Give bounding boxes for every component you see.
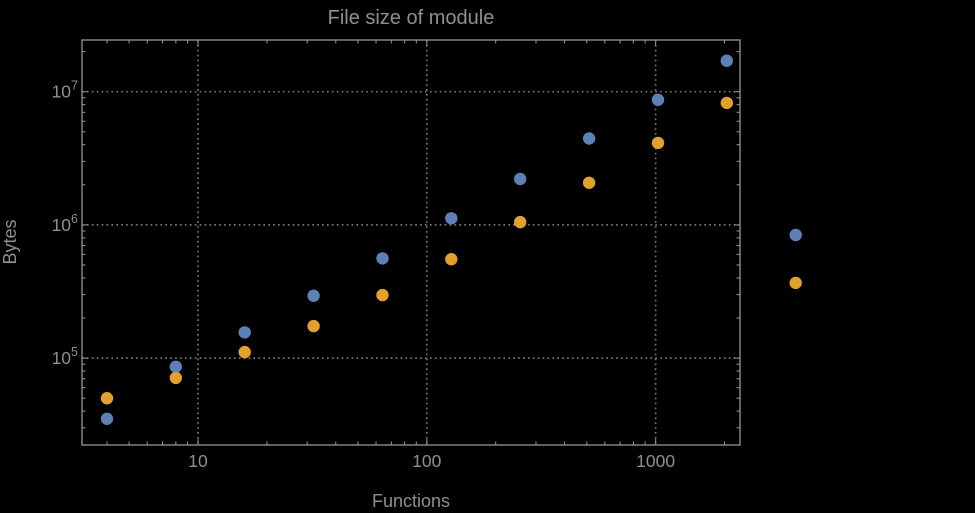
data-point-series-1-blue: [514, 172, 527, 186]
x-tick-labels: 10 100 1000: [188, 451, 675, 471]
chart-title: File size of module: [328, 7, 495, 29]
data-point-series-2-orange: [376, 288, 389, 302]
data-point-series-1-blue: [720, 54, 733, 67]
data-points: [100, 54, 802, 425]
data-point-series-2-orange: [789, 276, 802, 290]
data-point-series-1-blue: [307, 289, 320, 302]
data-point-series-2-orange: [651, 136, 665, 150]
y-tick-label: 105: [52, 345, 78, 368]
x-axis-label: Functions: [372, 491, 450, 511]
data-point-series-1-blue: [376, 252, 389, 265]
data-point-series-1-blue: [169, 360, 182, 373]
x-tick-label: 10: [188, 451, 208, 471]
data-point-series-2-orange: [100, 392, 114, 405]
y-tick-label: 106: [52, 212, 78, 235]
axis-ticks: [82, 40, 740, 445]
data-point-series-1-blue: [651, 93, 665, 107]
data-point-series-1-blue: [789, 228, 802, 242]
y-tick-label: 107: [52, 79, 78, 102]
data-point-series-1-blue: [238, 326, 251, 339]
y-tick-labels: 105 106 107: [52, 79, 78, 368]
data-point-series-2-orange: [445, 253, 458, 266]
x-tick-label: 1000: [636, 451, 675, 471]
data-point-series-2-orange: [238, 345, 251, 359]
data-point-series-1-blue: [445, 212, 458, 225]
plot-frame: [81, 39, 741, 446]
data-point-series-2-orange: [307, 319, 320, 333]
data-point-series-2-orange: [169, 371, 182, 385]
data-point-series-1-blue: [582, 132, 596, 145]
gridlines: [82, 40, 740, 445]
data-point-series-2-orange: [582, 176, 596, 189]
y-axis-label: Bytes: [0, 219, 20, 264]
data-point-series-1-blue: [100, 412, 114, 425]
data-point-series-2-orange: [720, 96, 733, 110]
data-point-series-2-orange: [514, 215, 527, 229]
x-tick-label: 100: [412, 451, 441, 471]
